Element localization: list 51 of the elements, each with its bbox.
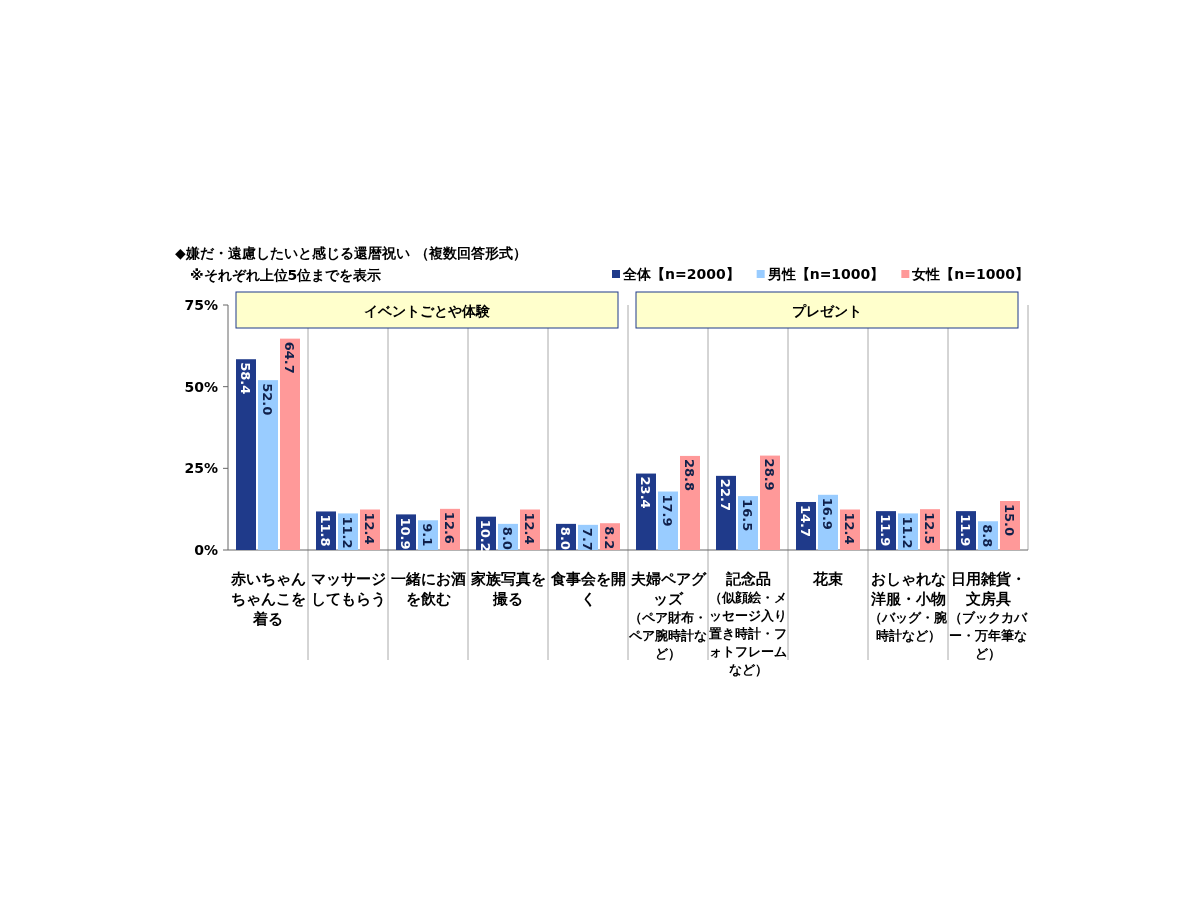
data-label: 11.9 (958, 514, 973, 547)
bar (280, 338, 300, 550)
data-label: 12.4 (842, 512, 857, 545)
data-label: 28.9 (762, 458, 777, 491)
x-tick-label: 家族写真を撮る (469, 570, 546, 608)
data-label: 11.9 (878, 514, 893, 547)
data-label: 28.8 (682, 458, 697, 491)
y-tick-label: 50% (184, 378, 218, 395)
y-tick-label: 25% (184, 460, 218, 477)
data-label: 9.1 (420, 523, 435, 547)
data-label: 23.4 (638, 476, 653, 509)
data-label: 12.4 (362, 512, 377, 545)
data-label: 7.7 (580, 527, 595, 551)
data-label: 8.2 (602, 526, 617, 550)
data-label: 14.7 (798, 504, 813, 538)
data-label: 58.4 (238, 362, 253, 395)
x-tick-label: 花束 (812, 570, 843, 588)
data-label: 17.9 (660, 494, 675, 527)
data-label: 8.0 (500, 526, 515, 550)
bar (680, 455, 700, 550)
x-tick-label: 一緒にお酒を飲む (390, 570, 466, 608)
data-label: 12.6 (442, 511, 457, 544)
legend-label: 男性【n=1000】 (766, 266, 885, 282)
chart-title: ◆嫌だ・遠慮したいと感じる還暦祝い （複数回答形式） (175, 245, 527, 261)
data-label: 64.7 (282, 341, 297, 374)
data-label: 15.0 (1002, 504, 1017, 537)
data-label: 52.0 (260, 383, 275, 416)
data-label: 16.9 (820, 497, 835, 530)
data-label: 11.2 (340, 516, 355, 549)
data-label: 10.9 (398, 517, 413, 550)
data-label: 11.8 (318, 514, 333, 547)
bar (236, 359, 256, 550)
data-label: 11.2 (900, 516, 915, 549)
bar (258, 380, 278, 550)
annotation: プレゼント (792, 303, 862, 319)
data-label: 10.2 (478, 519, 493, 552)
x-tick-label: マッサージしてもらう (310, 570, 386, 608)
annotation: イベントごとや体験 (364, 303, 491, 319)
data-label: 8.8 (980, 524, 995, 548)
data-label: 22.7 (718, 478, 733, 511)
legend-label: 女性【n=1000】 (911, 266, 1030, 282)
y-tick-label: 75% (184, 297, 218, 313)
data-label: 12.4 (522, 512, 537, 545)
x-tick-label: 食事会を開く (549, 570, 626, 608)
data-label: 16.5 (740, 499, 755, 532)
legend-label: 全体【n=2000】 (622, 266, 740, 282)
data-label: 8.0 (558, 526, 573, 550)
y-tick-label: 0% (194, 542, 218, 558)
data-label: 12.5 (922, 512, 937, 545)
chart-subtitle: ※それぞれ上位5位までを表示 (190, 267, 382, 283)
x-tick-label: 赤いちゃんちゃんこを着る (229, 570, 306, 628)
